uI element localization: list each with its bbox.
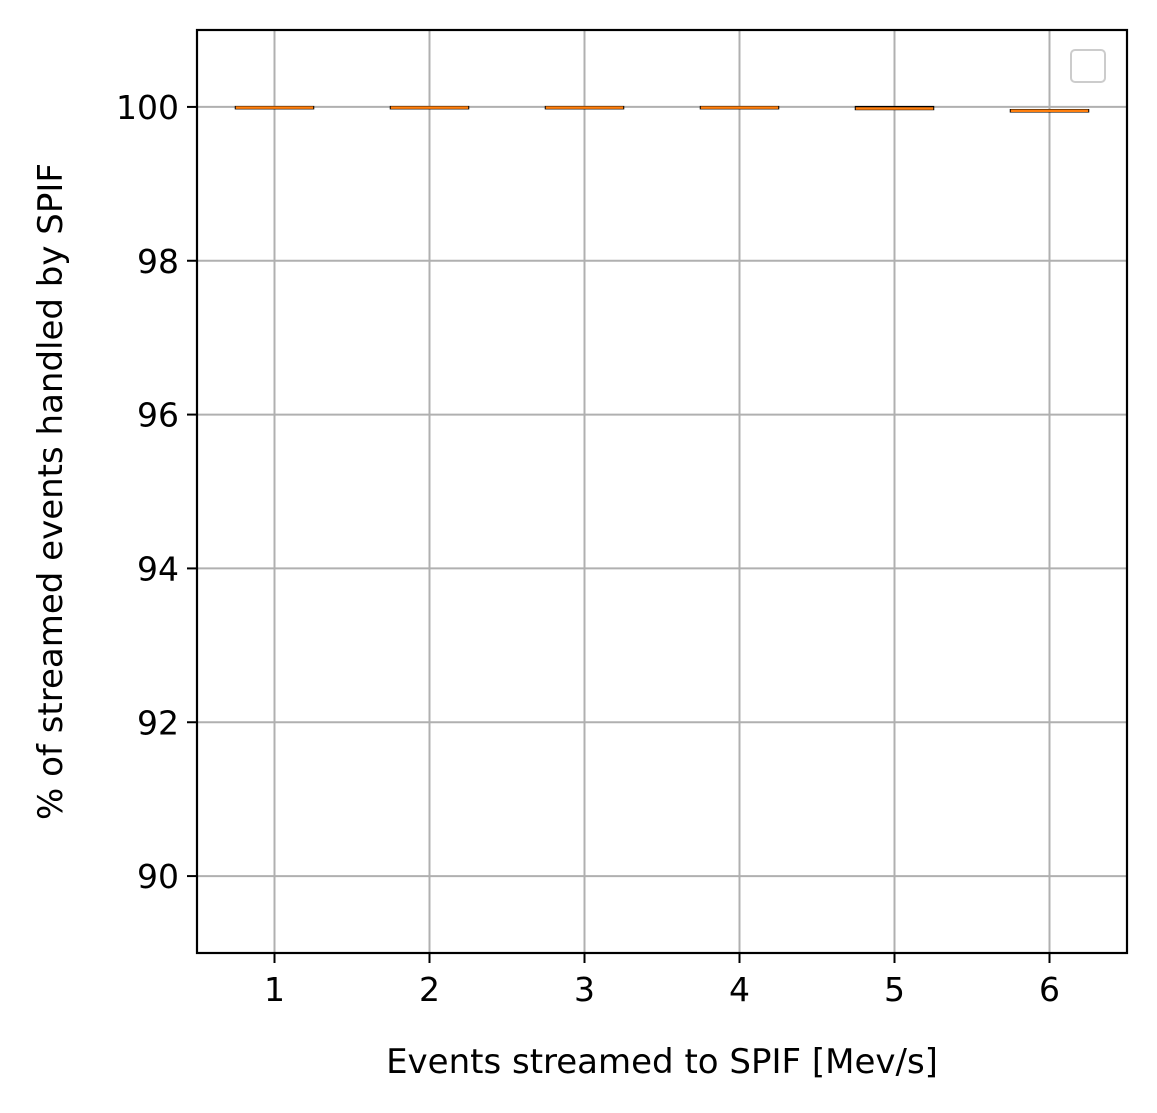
x-tick-label: 6 bbox=[1039, 970, 1060, 1009]
grid-lines bbox=[197, 30, 1127, 953]
legend bbox=[1070, 49, 1106, 83]
box-series bbox=[234, 105, 1090, 113]
x-axis-label: Events streamed to SPIF [Mev/s] bbox=[386, 1042, 938, 1082]
x-tick-label: 4 bbox=[729, 970, 750, 1009]
plot-frame bbox=[195, 28, 1129, 955]
y-tick-label: 98 bbox=[137, 242, 179, 281]
x-tick-label: 5 bbox=[884, 970, 905, 1009]
x-tick-label: 3 bbox=[574, 970, 595, 1009]
y-tick-label: 92 bbox=[137, 703, 179, 742]
y-tick-label: 96 bbox=[137, 396, 179, 435]
x-tick-label: 1 bbox=[264, 970, 285, 1009]
y-tick-label: 94 bbox=[137, 549, 179, 588]
x-tick-label: 2 bbox=[419, 970, 440, 1009]
y-axis-label: % of streamed events handled by SPIF bbox=[31, 163, 71, 820]
y-tick-label: 90 bbox=[137, 857, 179, 896]
y-tick-label: 100 bbox=[116, 88, 179, 127]
x-axis-ticks: 1 2 3 4 5 6 bbox=[264, 953, 1060, 1009]
y-axis-ticks: 90 92 94 96 98 100 bbox=[116, 88, 197, 896]
